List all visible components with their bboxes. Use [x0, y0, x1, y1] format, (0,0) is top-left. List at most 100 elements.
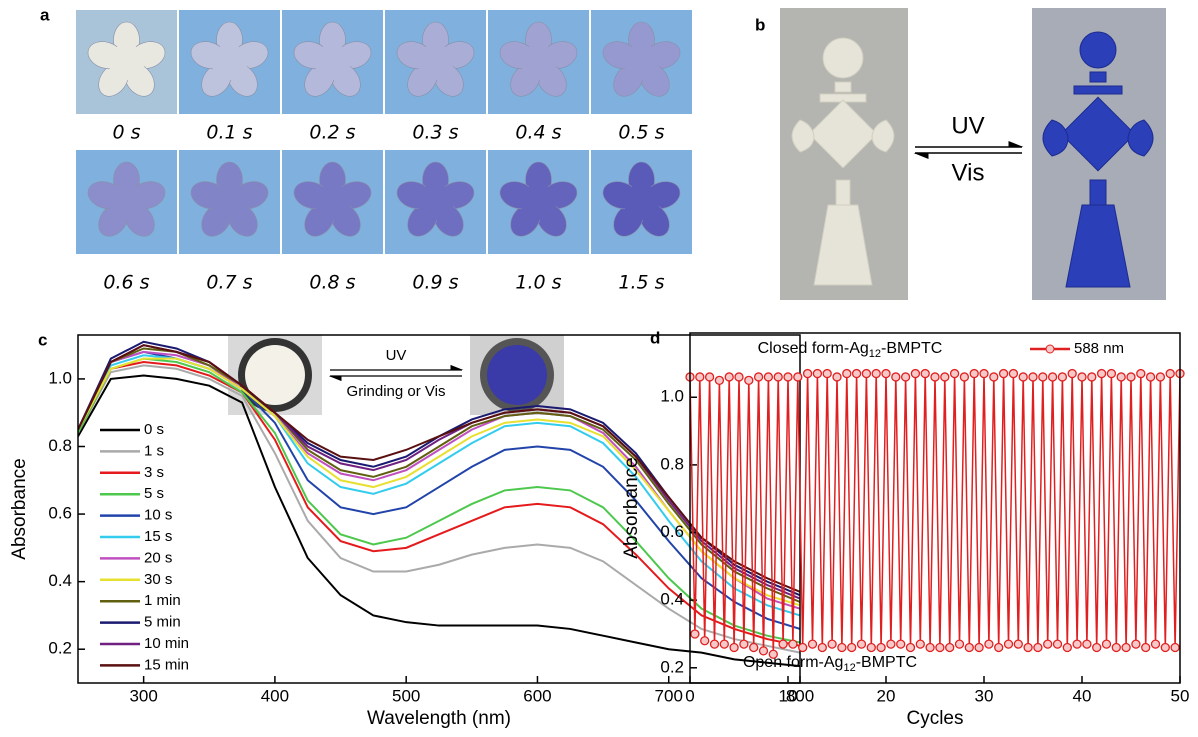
point [1152, 640, 1160, 648]
point [706, 373, 714, 381]
y-tick-label: 0.4 [48, 571, 72, 590]
point [965, 643, 973, 651]
time-label: 1.5 s [618, 272, 664, 294]
time-label: 0.2 s [309, 122, 355, 144]
photo-tile [76, 150, 177, 254]
point [696, 373, 704, 381]
photo-tile [179, 150, 280, 254]
flower-center [418, 184, 454, 220]
flower-center [315, 44, 351, 80]
point [735, 373, 743, 381]
point [926, 643, 934, 651]
point [911, 370, 919, 378]
point [980, 370, 988, 378]
panel-label: d [650, 328, 660, 347]
point [1132, 640, 1140, 648]
point [1137, 370, 1145, 378]
point [730, 643, 738, 651]
photo-tile [179, 10, 280, 114]
point [1029, 373, 1037, 381]
point [1068, 370, 1076, 378]
time-label: 0.6 s [103, 272, 149, 294]
legend-label: 15 s [144, 528, 172, 545]
y-tick-label: 0.6 [48, 504, 72, 523]
point [921, 370, 929, 378]
point [789, 640, 797, 648]
y-tick-label: 0.2 [48, 639, 72, 658]
arrow-label: UV [951, 112, 984, 139]
x-tick-label: 40 [1073, 686, 1092, 705]
flower-center [624, 184, 660, 220]
y-tick-label: 1.0 [48, 368, 72, 387]
flower-center [109, 184, 145, 220]
panel-label: a [40, 5, 50, 24]
point [1098, 370, 1106, 378]
legend-label: 30 s [144, 571, 172, 588]
time-label: 0.9 s [412, 272, 458, 294]
point [779, 640, 787, 648]
legend-label: 15 min [144, 656, 189, 673]
point [946, 643, 954, 651]
y-tick-label: 0.8 [48, 436, 72, 455]
point [872, 370, 880, 378]
photo-right [1032, 8, 1166, 300]
x-axis-title: Wavelength (nm) [367, 708, 511, 729]
point [720, 640, 728, 648]
point [1088, 373, 1096, 381]
y-tick-label: 0.8 [660, 454, 684, 473]
point [970, 370, 978, 378]
x-tick-label: 600 [523, 686, 551, 705]
point [755, 373, 763, 381]
point [725, 373, 733, 381]
point [960, 373, 968, 381]
point [764, 373, 772, 381]
point [809, 640, 817, 648]
legend-marker [1046, 345, 1054, 353]
point [858, 640, 866, 648]
point [1117, 373, 1125, 381]
photo-tile [385, 10, 486, 114]
flower-center [521, 44, 557, 80]
point [1083, 640, 1091, 648]
time-label: 1.0 s [515, 272, 561, 294]
inset-label: Grinding or Vis [347, 383, 446, 400]
point [867, 643, 875, 651]
point [1058, 373, 1066, 381]
flower-center [109, 44, 145, 80]
point [902, 373, 910, 381]
flower-center [212, 44, 248, 80]
point [1019, 373, 1027, 381]
flower-center [418, 44, 454, 80]
time-label: 0.4 s [515, 122, 561, 144]
point [711, 640, 719, 648]
point [1014, 640, 1022, 648]
point [1049, 373, 1057, 381]
point [951, 370, 959, 378]
point [931, 373, 939, 381]
point [892, 373, 900, 381]
legend-label: 0 s [144, 421, 164, 438]
photo-left [780, 8, 908, 300]
time-label: 0.5 s [618, 122, 664, 144]
point [1034, 643, 1042, 651]
photo-tile [76, 10, 177, 114]
point [1009, 370, 1017, 378]
point [887, 640, 895, 648]
x-tick-label: 20 [877, 686, 896, 705]
point [823, 370, 831, 378]
point [701, 637, 709, 645]
point [1005, 640, 1013, 648]
legend-label: 1 s [144, 442, 164, 459]
time-label: 0.7 s [206, 272, 252, 294]
point [907, 643, 915, 651]
arrow-label: Vis [952, 159, 985, 186]
photo-tile [282, 150, 383, 254]
point [838, 643, 846, 651]
photo-tile [282, 10, 383, 114]
y-tick-label: 1.0 [660, 387, 684, 406]
figure: a b UV Vis [0, 0, 1198, 737]
point [804, 370, 812, 378]
point [1112, 643, 1120, 651]
legend-label: 588 nm [1074, 340, 1124, 357]
point [745, 376, 753, 384]
